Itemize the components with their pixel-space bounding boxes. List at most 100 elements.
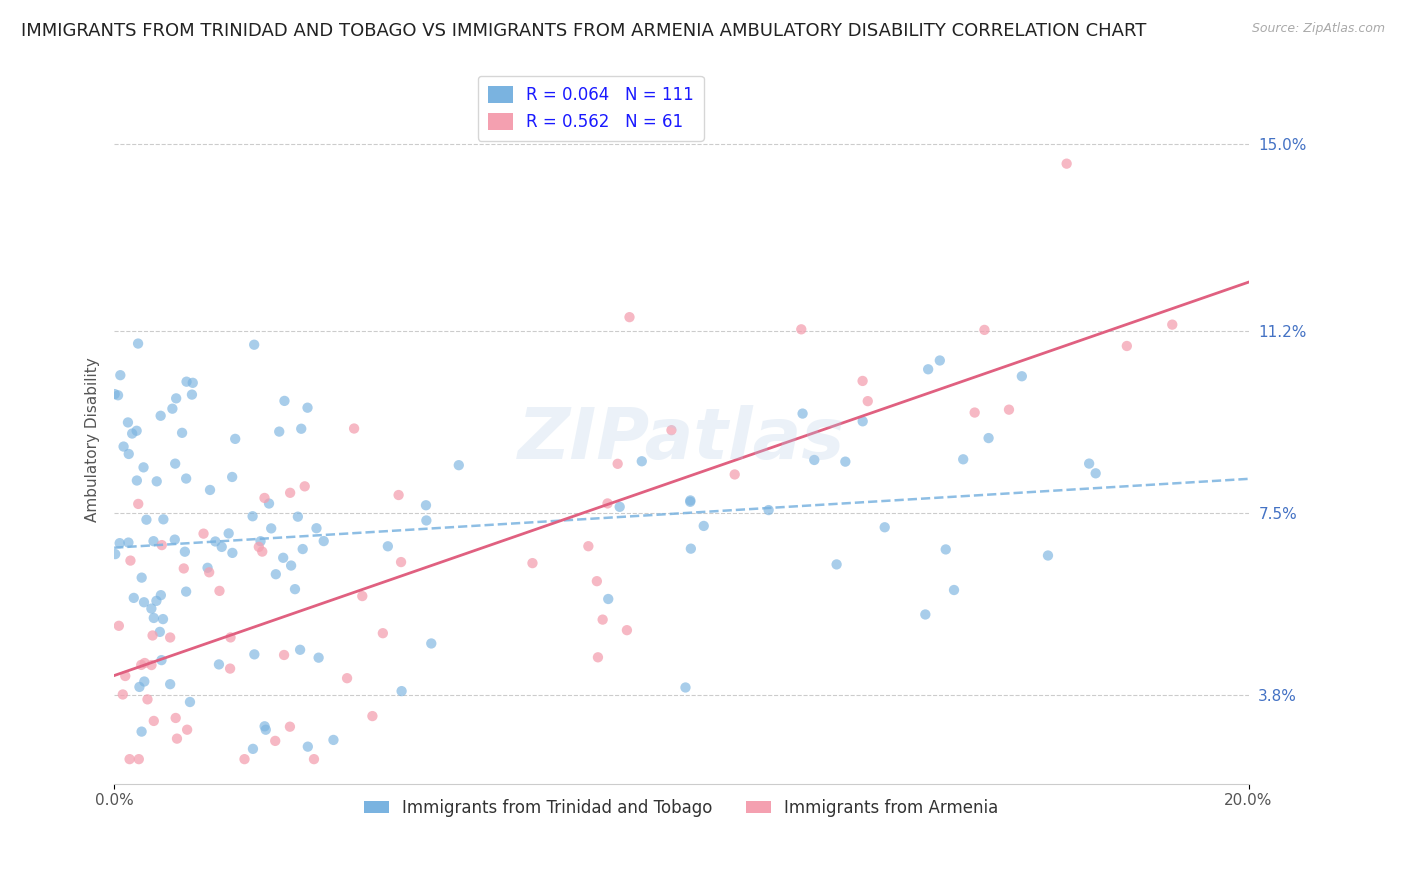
Point bbox=[391, 684, 413, 698]
Point bbox=[679, 495, 702, 509]
Point bbox=[142, 611, 165, 625]
Point bbox=[288, 642, 311, 657]
Point bbox=[297, 401, 319, 415]
Point bbox=[121, 426, 143, 441]
Point bbox=[371, 626, 394, 640]
Point bbox=[586, 650, 609, 665]
Point bbox=[108, 536, 131, 550]
Point bbox=[273, 648, 295, 662]
Point bbox=[174, 584, 197, 599]
Point bbox=[352, 589, 374, 603]
Point bbox=[108, 619, 131, 633]
Point bbox=[172, 425, 194, 440]
Point bbox=[134, 656, 156, 670]
Point bbox=[122, 591, 145, 605]
Point bbox=[145, 594, 167, 608]
Point bbox=[193, 526, 215, 541]
Y-axis label: Ambulatory Disability: Ambulatory Disability bbox=[86, 357, 100, 522]
Point bbox=[129, 657, 152, 672]
Point bbox=[224, 432, 246, 446]
Point bbox=[1078, 457, 1101, 471]
Point bbox=[166, 731, 188, 746]
Point bbox=[127, 497, 149, 511]
Point bbox=[131, 724, 153, 739]
Point bbox=[873, 520, 896, 534]
Point bbox=[120, 553, 142, 567]
Point bbox=[973, 323, 995, 337]
Point bbox=[661, 423, 683, 437]
Point bbox=[118, 447, 141, 461]
Point bbox=[125, 474, 148, 488]
Point bbox=[136, 692, 159, 706]
Point bbox=[132, 460, 155, 475]
Point bbox=[211, 540, 233, 554]
Point bbox=[219, 662, 242, 676]
Point bbox=[221, 470, 243, 484]
Point bbox=[117, 416, 139, 430]
Point bbox=[415, 498, 437, 512]
Point bbox=[173, 545, 195, 559]
Point bbox=[152, 612, 174, 626]
Point bbox=[447, 458, 470, 472]
Point bbox=[1084, 467, 1107, 481]
Point bbox=[150, 653, 173, 667]
Point bbox=[117, 535, 139, 549]
Point bbox=[264, 734, 287, 748]
Point bbox=[1011, 369, 1033, 384]
Point bbox=[176, 723, 198, 737]
Point bbox=[173, 561, 195, 575]
Point bbox=[165, 457, 187, 471]
Point bbox=[269, 425, 291, 439]
Point bbox=[294, 479, 316, 493]
Point bbox=[389, 555, 412, 569]
Point bbox=[420, 636, 443, 650]
Point bbox=[111, 688, 134, 702]
Point bbox=[131, 571, 153, 585]
Point bbox=[616, 623, 638, 637]
Point bbox=[141, 658, 163, 673]
Point bbox=[336, 671, 359, 685]
Point bbox=[790, 322, 813, 336]
Point bbox=[693, 519, 716, 533]
Point bbox=[792, 407, 814, 421]
Point bbox=[112, 440, 135, 454]
Point bbox=[162, 401, 184, 416]
Point bbox=[297, 739, 319, 754]
Point bbox=[943, 582, 966, 597]
Point bbox=[159, 677, 181, 691]
Point bbox=[125, 424, 148, 438]
Point bbox=[619, 310, 641, 325]
Point bbox=[204, 534, 226, 549]
Point bbox=[197, 561, 219, 575]
Point bbox=[952, 452, 974, 467]
Point bbox=[998, 402, 1021, 417]
Point bbox=[149, 409, 172, 423]
Point bbox=[104, 547, 127, 561]
Point bbox=[253, 491, 276, 505]
Point bbox=[586, 574, 609, 589]
Point bbox=[128, 680, 150, 694]
Point bbox=[142, 534, 165, 549]
Point bbox=[219, 631, 242, 645]
Point bbox=[592, 613, 614, 627]
Point bbox=[609, 500, 631, 514]
Point bbox=[208, 657, 231, 672]
Point bbox=[181, 376, 204, 390]
Point bbox=[278, 485, 301, 500]
Point bbox=[630, 454, 652, 468]
Point bbox=[675, 681, 697, 695]
Point bbox=[179, 695, 201, 709]
Point bbox=[208, 583, 231, 598]
Point bbox=[165, 711, 187, 725]
Point bbox=[128, 752, 150, 766]
Point bbox=[252, 544, 274, 558]
Point bbox=[977, 431, 1000, 445]
Point bbox=[928, 353, 950, 368]
Point bbox=[1115, 339, 1137, 353]
Point bbox=[243, 648, 266, 662]
Point bbox=[176, 375, 198, 389]
Point bbox=[243, 337, 266, 351]
Point bbox=[145, 475, 167, 489]
Point bbox=[852, 374, 875, 388]
Point bbox=[181, 387, 204, 401]
